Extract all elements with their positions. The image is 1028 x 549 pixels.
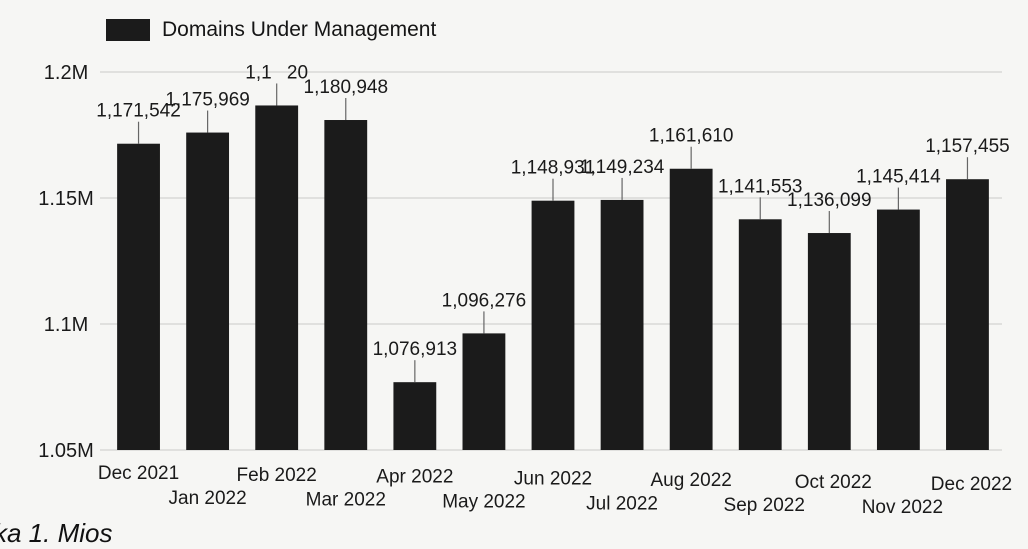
bar [669,168,713,450]
y-tick-label: 1.2M [44,62,88,84]
x-tick-label: Feb 2022 [237,465,317,486]
bar [186,132,230,451]
data-label: 1,180,948 [304,77,389,98]
figure-caption: ka 1. Mios [0,518,113,548]
y-tick-label: 1.1M [44,314,88,336]
bar [946,179,989,451]
bar [393,382,437,450]
bar [255,105,299,450]
legend-label: Domains Under Management [162,18,437,41]
data-label: 1,175,969 [165,90,250,111]
x-tick-label: Jan 2022 [169,488,247,509]
bar [462,333,506,450]
data-label: 1,136,099 [787,190,872,211]
bar [600,199,644,450]
chart-legend: Domains Under Management [106,18,436,42]
data-label: 1,149,234 [580,157,665,178]
x-tick-label: Aug 2022 [650,470,731,491]
bar [117,143,160,450]
x-tick-label: Mar 2022 [306,490,386,511]
bar [738,219,782,450]
bar [876,209,920,450]
x-tick-label: Jun 2022 [514,468,592,489]
y-tick-label: 1.05M [38,440,94,462]
x-tick-label: Dec 2021 [98,463,179,484]
x-tick-label: Dec 2022 [931,474,1012,495]
data-label: 1,1 20 [245,62,308,83]
bar [324,120,368,450]
x-tick-label: Jul 2022 [586,493,658,514]
data-label: 1,161,610 [649,126,734,147]
data-label: 1,096,276 [442,290,527,311]
legend-swatch [106,19,150,41]
bar [531,200,575,450]
x-tick-label: Sep 2022 [724,495,805,516]
bar [807,233,851,450]
y-tick-label: 1.15M [38,188,94,210]
data-label: 1,171,542 [96,101,181,122]
x-tick-label: Apr 2022 [376,467,453,488]
data-label: 1,157,455 [925,136,1010,157]
data-label: 1,145,414 [856,167,941,188]
data-label: 1,148,931 [511,158,596,179]
x-tick-label: Nov 2022 [862,497,943,518]
data-label: 1,141,553 [718,176,803,197]
x-tick-label: Oct 2022 [795,472,872,493]
data-label: 1,076,913 [373,339,458,360]
x-tick-label: May 2022 [442,492,525,513]
